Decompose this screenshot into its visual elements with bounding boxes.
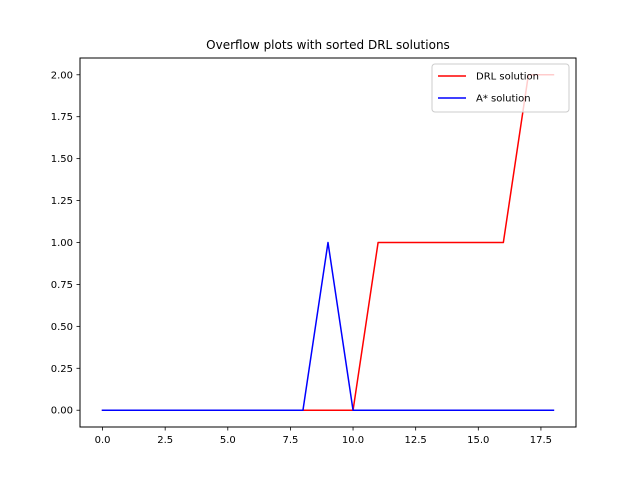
x-tick-label: 5.0 [220,435,236,446]
y-tick-label: 0.25 [51,364,73,375]
y-tick-label: 2.00 [51,70,73,81]
x-tick-label: 15.0 [467,435,489,446]
y-tick-label: 1.00 [51,238,73,249]
x-tick-label: 7.5 [282,435,298,446]
series-layer [101,74,555,411]
y-tick-label: 1.50 [51,154,73,165]
legend-label-0: DRL solution [476,72,539,83]
y-tick-label: 1.25 [51,196,73,207]
x-tick-label: 17.5 [530,435,552,446]
y-tick-label: 1.75 [51,112,73,123]
x-tick-label: 2.5 [157,435,173,446]
legend: DRL solution A* solution [431,63,570,113]
y-tick-label: 0.50 [51,322,73,333]
y-axis: 0.00 0.25 0.50 0.75 1.00 1.25 1.50 1.75 2.00 [51,70,80,417]
x-tick-label: 0.0 [95,435,111,446]
x-tick-label: 12.5 [405,435,427,446]
y-tick-label: 0.75 [51,280,73,291]
x-tick-label: 10.0 [342,435,364,446]
series-line-1 [101,241,555,411]
x-axis: 0.0 2.5 5.0 7.5 10.0 12.5 15.0 17.5 [95,427,552,446]
chart-title: Overflow plots with sorted DRL solutions [206,38,450,52]
y-tick-label: 0.00 [51,406,73,417]
legend-box [431,63,570,113]
legend-label-1: A* solution [476,94,531,105]
